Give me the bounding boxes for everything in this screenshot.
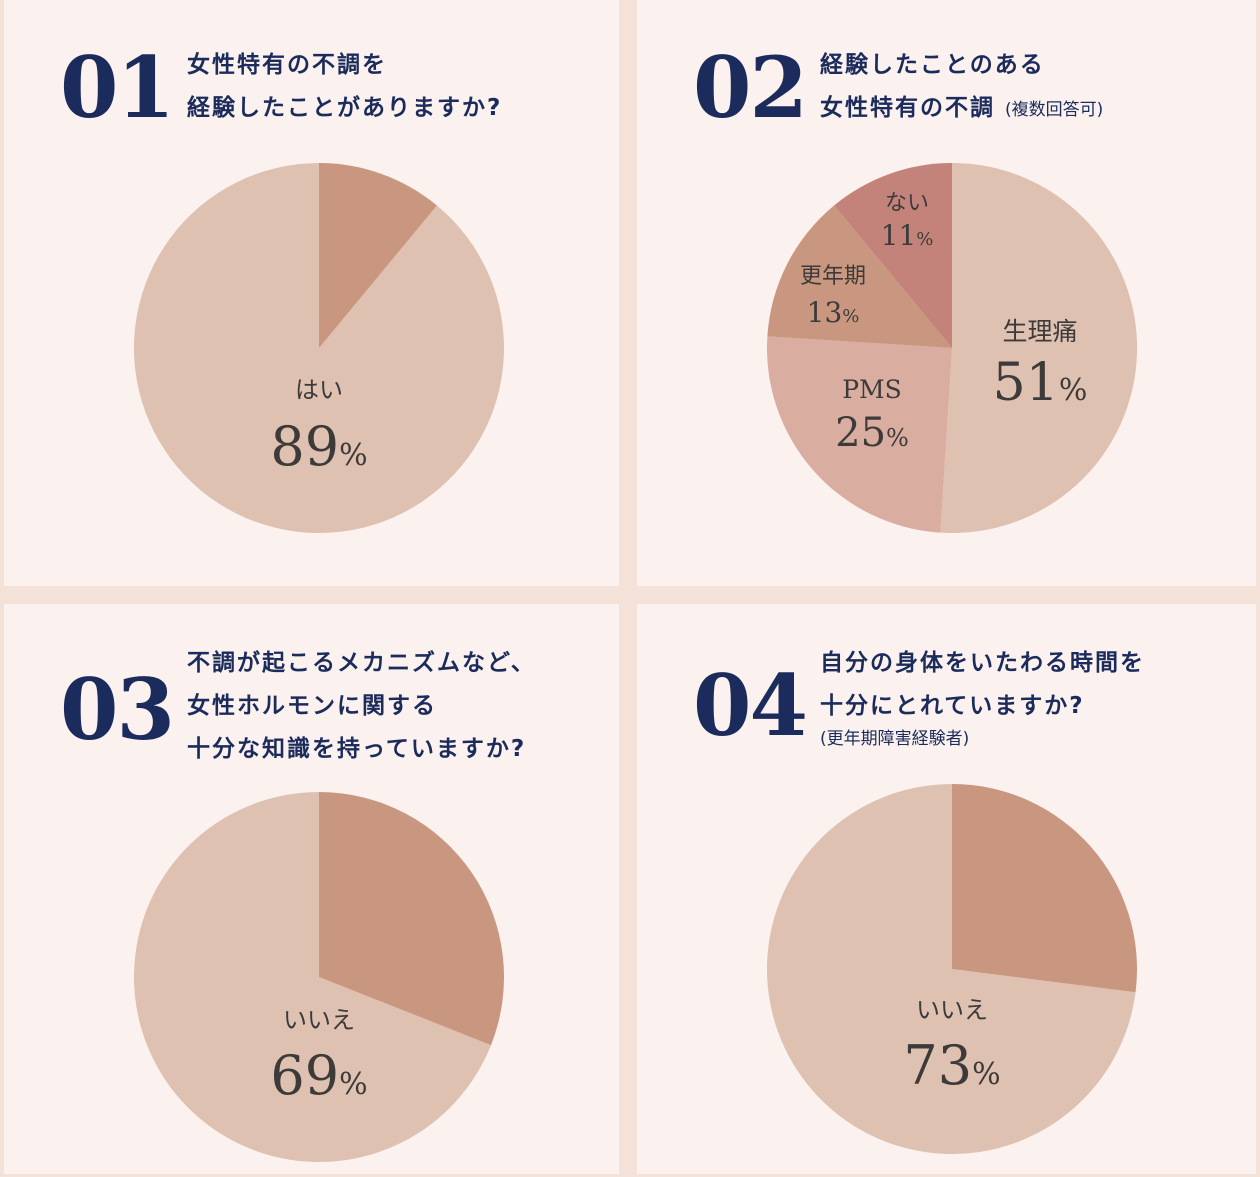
- question-line: 十分な知識を持っていますか?: [187, 736, 527, 762]
- pie-slice: [834, 163, 952, 348]
- pie-slice: [133, 163, 504, 533]
- slice-value: 13%: [807, 296, 860, 329]
- panel-02: 02 経験したことのある 女性特有の不調 (複数回答可) 生理痛 51% PMS 25…: [637, 0, 1256, 586]
- slice-label: ない: [885, 191, 929, 216]
- slice-value: 25%: [835, 410, 909, 456]
- panel-number: 03: [60, 660, 175, 759]
- slice-label: 更年期: [800, 264, 866, 289]
- pie-chart-02: 生理痛 51% PMS 25% 更年期 13% ない 11%: [767, 162, 1138, 533]
- question-line-main: 女性特有の不調: [820, 95, 995, 121]
- pie-chart-01: はい 89%: [133, 163, 504, 533]
- slice-value: 51%: [993, 353, 1088, 413]
- question-line: 女性ホルモンに関する: [187, 693, 437, 719]
- question-suffix: (複数回答可): [1005, 100, 1104, 120]
- pie-slice: [766, 784, 1136, 1154]
- question-line: 経験したことのある: [820, 52, 1045, 78]
- slice-label: 生理痛: [1002, 317, 1077, 346]
- panel-number: 01: [60, 38, 175, 137]
- slice-label: いいえ: [283, 1006, 355, 1034]
- question-line: 十分にとれていますか?: [820, 693, 1085, 719]
- panel-03: 03 不調が起こるメカニズムなど、 女性ホルモンに関する 十分な知識を持っていま…: [4, 604, 619, 1174]
- slice-label: はい: [295, 376, 343, 404]
- question-text: 経験したことのある 女性特有の不調 (複数回答可): [820, 44, 1103, 132]
- panel-04: 04 自分の身体をいたわる時間を 十分にとれていますか? (更年期障害経験者) …: [637, 604, 1256, 1174]
- question-line: 女性特有の不調 (複数回答可): [820, 87, 1103, 132]
- pie-slice: [952, 784, 1137, 993]
- question-line: 自分の身体をいたわる時間を: [820, 650, 1145, 676]
- question-line: 経験したことがありますか?: [187, 95, 503, 121]
- pie-chart-04: いいえ 73%: [766, 784, 1137, 1154]
- question-text: 自分の身体をいたわる時間を 十分にとれていますか? (更年期障害経験者): [820, 642, 1145, 750]
- panel-01: 01 女性特有の不調を 経験したことがありますか? はい 89%: [4, 0, 619, 586]
- pie-slice: [319, 792, 505, 1046]
- panel-number: 02: [693, 38, 808, 137]
- slice-value: 11%: [881, 219, 934, 252]
- question-text: 不調が起こるメカニズムなど、 女性ホルモンに関する 十分な知識を持っていますか?: [187, 642, 536, 771]
- question-text: 女性特有の不調を 経験したことがありますか?: [187, 44, 502, 130]
- pie-chart-03: いいえ 69%: [134, 792, 505, 1162]
- slice-value: 73%: [903, 1034, 1000, 1097]
- pie-slice: [767, 205, 952, 348]
- slice-label: いいえ: [916, 996, 988, 1024]
- panel-number: 04: [693, 656, 808, 755]
- pie-slice: [319, 163, 437, 348]
- question-line: 不調が起こるメカニズムなど、: [187, 650, 536, 676]
- pie-slice: [940, 162, 1138, 533]
- question-line: 女性特有の不調を: [187, 52, 387, 78]
- question-note: (更年期障害経験者): [820, 729, 970, 749]
- slice-value: 89%: [270, 415, 367, 478]
- pie-slice: [767, 336, 952, 533]
- pie-slice: [134, 792, 492, 1162]
- slice-value: 69%: [270, 1044, 367, 1107]
- slice-label: PMS: [842, 375, 902, 404]
